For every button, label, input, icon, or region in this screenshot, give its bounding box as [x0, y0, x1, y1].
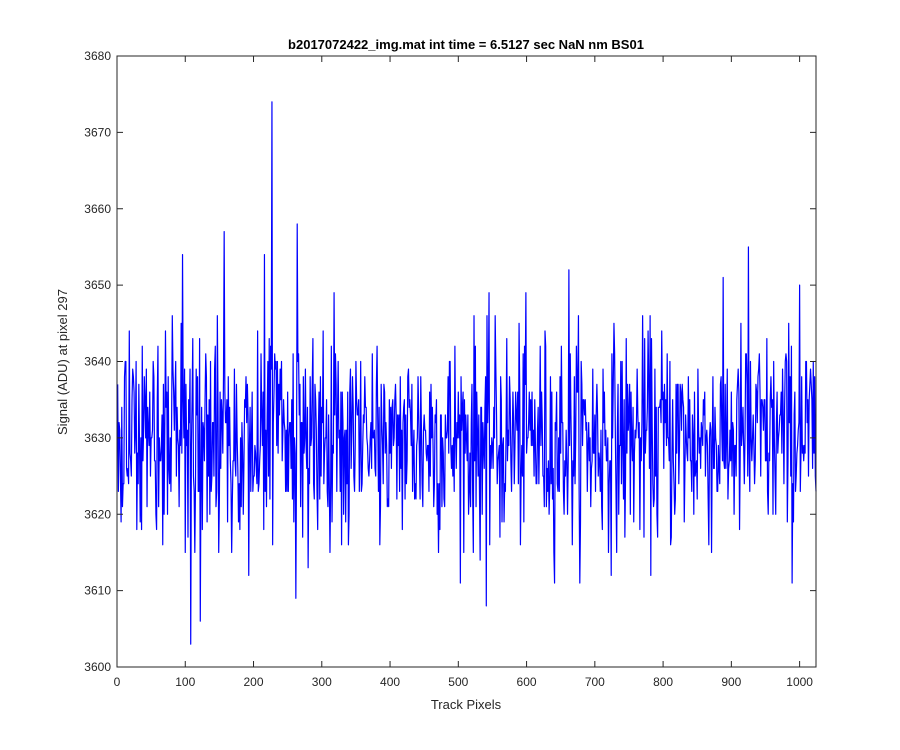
y-tick-label: 3680: [84, 49, 111, 63]
x-tick-label: 100: [175, 675, 195, 689]
chart-title: b2017072422_img.mat int time = 6.5127 se…: [288, 37, 644, 52]
y-tick-label: 3600: [84, 660, 111, 674]
x-tick-label: 400: [380, 675, 400, 689]
x-tick-label: 200: [244, 675, 264, 689]
x-tick-label: 0: [114, 675, 121, 689]
x-tick-label: 700: [585, 675, 605, 689]
x-tick-label: 1000: [786, 675, 813, 689]
x-tick-label: 800: [653, 675, 673, 689]
y-tick-label: 3660: [84, 202, 111, 216]
plot-area: [117, 56, 816, 667]
x-tick-label: 300: [312, 675, 332, 689]
series-line: [117, 101, 817, 645]
x-tick-label: 900: [721, 675, 741, 689]
axis-ticks: 0 100 200 300 400 500 600 700 800 900 1000 3600 3610…: [84, 49, 816, 689]
x-tick-label: 600: [517, 675, 537, 689]
x-axis-label: Track Pixels: [431, 697, 502, 712]
y-tick-label: 3650: [84, 278, 111, 292]
y-tick-label: 3670: [84, 125, 111, 139]
y-tick-label: 3610: [84, 584, 111, 598]
y-tick-label: 3620: [84, 507, 111, 521]
y-tick-label: 3640: [84, 355, 111, 369]
y-axis-label: Signal (ADU) at pixel 297: [55, 289, 70, 435]
y-tick-label: 3630: [84, 431, 111, 445]
x-tick-label: 500: [448, 675, 468, 689]
